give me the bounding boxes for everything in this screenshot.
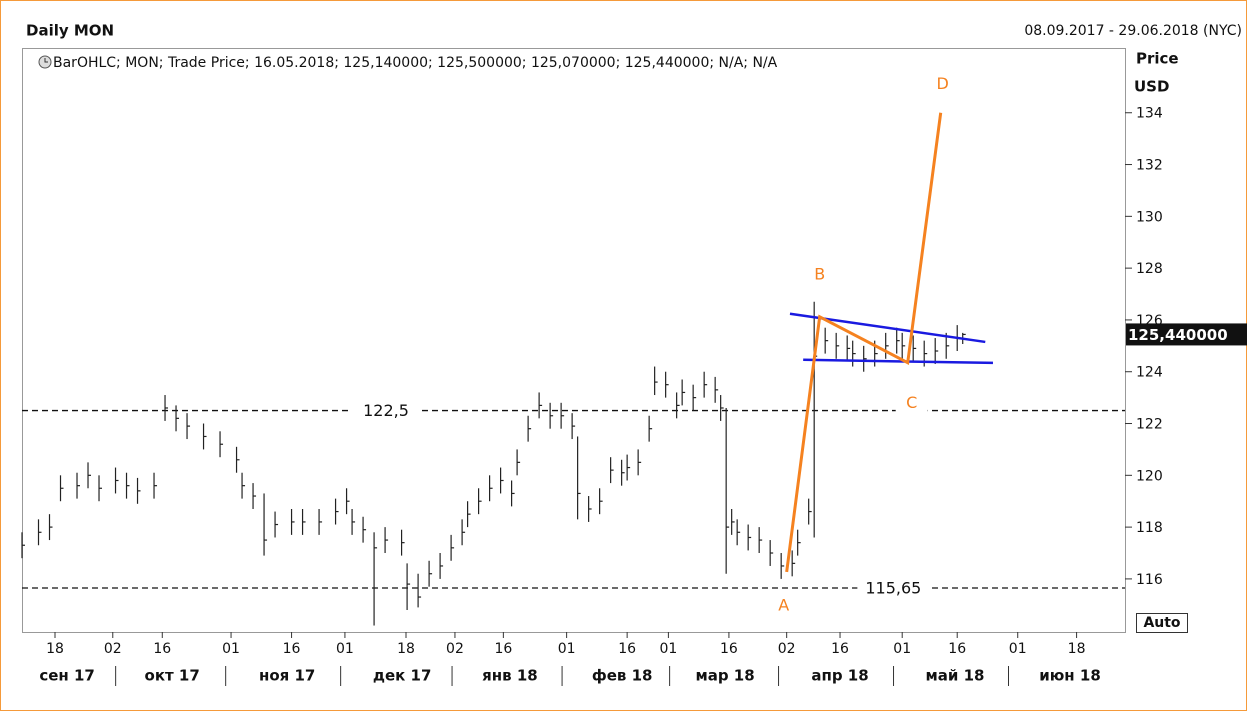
y-tick-label: 120 (1136, 468, 1163, 484)
level-label-bg (857, 577, 930, 598)
x-tick-label: 16 (153, 641, 171, 657)
y-tick-label: 128 (1136, 261, 1163, 277)
y-tick-label: 134 (1136, 106, 1163, 122)
pattern-label: A (778, 595, 789, 614)
level-label-bg (349, 400, 422, 421)
auto-button-box[interactable] (1136, 613, 1188, 633)
x-tick-label: 01 (1009, 641, 1027, 657)
x-tick-label: 16 (831, 641, 849, 657)
month-label: ноя 17 (259, 667, 315, 685)
y-tick-label: 132 (1136, 158, 1163, 174)
month-label: окт 17 (145, 667, 200, 685)
legend-icon-hand (44, 58, 48, 63)
x-tick-label: 01 (659, 641, 677, 657)
pattern-label-bg (895, 387, 928, 420)
pattern-label-bg (926, 68, 959, 101)
chart-title: Daily MON (26, 22, 114, 40)
x-tick-label: 18 (1068, 641, 1086, 657)
x-tick-label: 16 (494, 641, 512, 657)
x-tick-label: 16 (720, 641, 738, 657)
x-tick-label: 01 (893, 641, 911, 657)
pattern-label-bg (803, 258, 836, 291)
y-tick-label: 118 (1136, 520, 1163, 536)
x-tick-label: 16 (618, 641, 636, 657)
month-label: мар 18 (695, 667, 754, 685)
level-label: 115,65 (865, 578, 921, 597)
month-label: дек 17 (373, 667, 432, 685)
month-label: июн 18 (1039, 667, 1101, 685)
auto-button-label[interactable]: Auto (1143, 615, 1180, 631)
y-tick-label: 124 (1136, 365, 1163, 381)
pattern-label-bg (767, 589, 800, 622)
x-tick-label: 18 (397, 641, 415, 657)
month-label: фев 18 (592, 667, 653, 685)
month-label: май 18 (926, 667, 985, 685)
x-tick-label: 02 (778, 641, 796, 657)
x-tick-label: 01 (558, 641, 576, 657)
level-label: 122,5 (363, 401, 409, 420)
x-tick-label: 16 (283, 641, 301, 657)
x-tick-label: 01 (222, 641, 240, 657)
pattern-label: D (937, 74, 949, 93)
last-price-label: 125,440000 (1128, 326, 1228, 344)
channel-line (803, 358, 993, 365)
y-axis-unit: USD (1134, 78, 1169, 96)
month-label: янв 18 (482, 667, 538, 685)
x-tick-label: 01 (336, 641, 354, 657)
pattern-label: C (906, 393, 917, 412)
pattern-label: B (814, 264, 825, 283)
month-label: сен 17 (39, 667, 95, 685)
last-price-box (1126, 323, 1247, 346)
x-tick-label: 02 (446, 641, 464, 657)
y-tick-label: 130 (1136, 209, 1163, 225)
date-range: 08.09.2017 - 29.06.2018 (NYC) (1024, 23, 1242, 39)
auto-button[interactable]: Auto (1136, 613, 1188, 633)
legend: BarOHLC; MON; Trade Price; 16.05.2018; 1… (53, 55, 778, 71)
month-label: апр 18 (811, 667, 868, 685)
pattern-line (785, 112, 943, 573)
x-tick-label: 02 (104, 641, 122, 657)
y-axis-label: Price (1136, 50, 1179, 68)
x-tick-label: 18 (46, 641, 64, 657)
plot-area (22, 48, 1126, 633)
x-tick-label: 16 (948, 641, 966, 657)
y-tick-label: 122 (1136, 417, 1163, 433)
y-tick-label: 116 (1136, 572, 1163, 588)
